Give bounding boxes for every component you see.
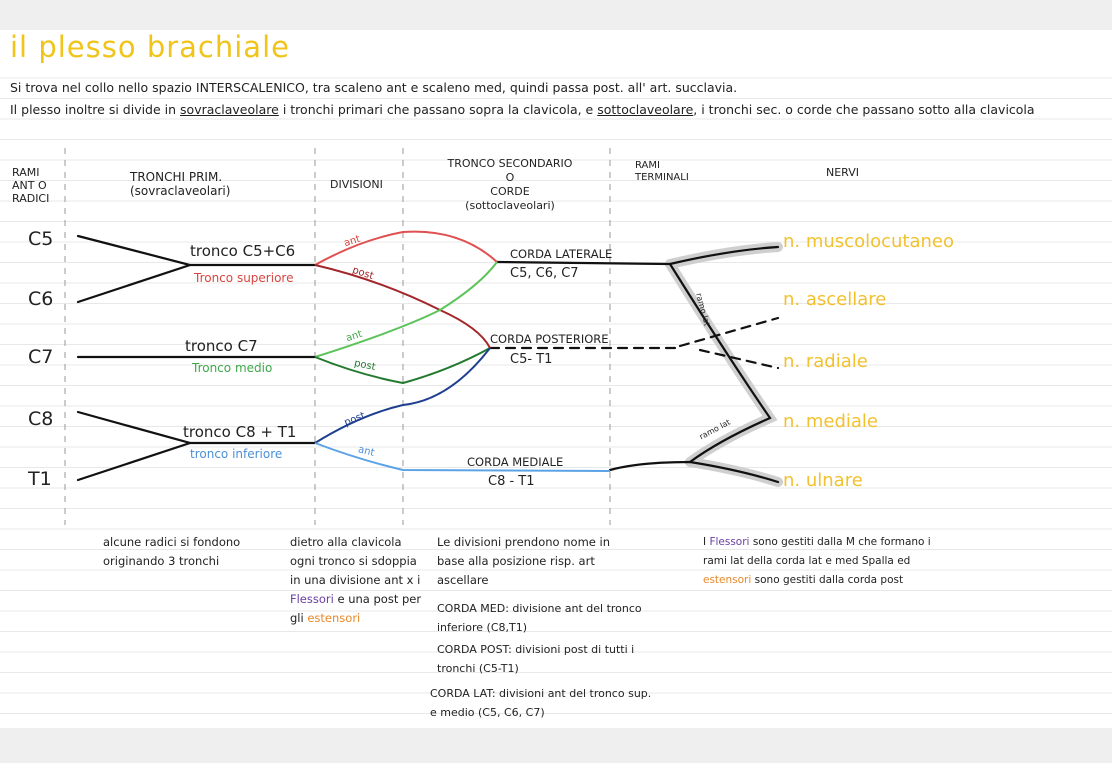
text: Il plesso inoltre si divide in (10, 102, 177, 117)
root-label: C8 (28, 408, 54, 430)
header-line: RADICI (12, 192, 50, 205)
terminal-branch (668, 262, 772, 464)
text: , i tronchi sec. o corde che passano sot… (693, 102, 1035, 117)
column-separators (64, 148, 611, 525)
cord-line (495, 260, 672, 266)
nerve-label: n. ascellare (783, 289, 887, 310)
nerve-line (668, 245, 780, 266)
text: e una post per gli (290, 592, 422, 625)
header: NERVI (826, 166, 859, 179)
note: CORDA POST: divisioni post di tutti i tr… (437, 643, 635, 675)
note: I Flessori sono gestiti dalla M che form… (703, 533, 943, 590)
trunk-name: tronco C8 + T1 (183, 423, 297, 441)
note: dietro alla clavicola ogni tronco si sdo… (290, 533, 430, 628)
header-line: CORDE (490, 185, 530, 198)
cord-name: CORDA MEDIALE (467, 455, 564, 469)
root-label: T1 (28, 468, 52, 490)
division-line (314, 261, 498, 358)
title: il plesso brachiale (10, 30, 290, 64)
division-line (314, 442, 611, 472)
header-line: (sottoclaveolari) (465, 199, 555, 212)
note: Le divisioni prendono nome in base alla … (437, 535, 610, 587)
cord-roots: C5, C6, C7 (510, 266, 579, 281)
nerve-line (698, 348, 780, 370)
header-line: ANT O (12, 179, 47, 192)
header: TRONCHI PRIM. (sovraclaveolari) (130, 170, 230, 198)
header-line: RAMI (635, 160, 660, 171)
intro-line: Si trova nel collo nello spazio INTERSCA… (10, 80, 738, 95)
nerve-label: n. ulnare (783, 470, 863, 491)
header: RAMI ANT O RADICI (12, 166, 49, 205)
note: CORDA MED: divisione ant del tronco infe… (437, 602, 642, 634)
cord-roots: C5- T1 (510, 352, 553, 367)
paper (0, 30, 1112, 728)
text: dietro alla clavicola ogni tronco si sdo… (290, 535, 421, 587)
division-line (314, 347, 491, 385)
division-line (314, 230, 498, 266)
root-label: C6 (28, 288, 54, 310)
highlight-term: estensori (307, 611, 361, 625)
nerve-label: n. muscolocutaneo (783, 231, 954, 252)
division-lines (314, 230, 611, 472)
intro-line: Il plesso inoltre si divide in sovraclav… (10, 100, 1040, 120)
text: i tronchi primari che passano sopra la c… (282, 102, 594, 117)
text: sono gestiti dalla corda post (754, 574, 904, 586)
division-line (314, 347, 491, 444)
cord-line (608, 460, 780, 484)
root-label: C7 (28, 346, 54, 368)
root-line (76, 410, 194, 482)
cord-name: CORDA LATERALE (510, 247, 613, 261)
division-line (314, 264, 491, 349)
trunk-name: tronco C7 (185, 337, 258, 355)
header: RAMI TERMINALI (635, 160, 689, 184)
cord-name: CORDA POSTERIORE (490, 332, 609, 346)
header: DIVISIONI (330, 178, 383, 191)
header-line: TRONCHI PRIM. (130, 170, 223, 184)
header-line: (sovraclaveolari) (130, 184, 231, 198)
nerve-label: n. mediale (783, 411, 878, 432)
header-line: O (505, 171, 515, 184)
nerve-line (678, 316, 780, 348)
note: alcune radici si fondono originando 3 tr… (103, 535, 241, 568)
trunk-name: tronco C5+C6 (190, 242, 296, 260)
underlined-term: sovraclaveolare (180, 102, 279, 117)
header-line: RAMI (12, 166, 40, 179)
trunk-subtitle: Tronco superiore (194, 271, 294, 285)
text: sono gestiti dalla M che formano i rami … (703, 536, 931, 567)
note: CORDA LAT: divisioni ant del tronco sup.… (430, 687, 652, 719)
cord-roots: C8 - T1 (488, 474, 535, 489)
root-label: C5 (28, 228, 54, 250)
trunk-subtitle: Tronco medio (192, 361, 273, 375)
highlight-term: Flessori (290, 592, 334, 606)
trunk-lines (76, 234, 780, 484)
root-line (76, 234, 194, 304)
highlight-term: Flessori (709, 536, 750, 548)
highlight-term: estensori (703, 574, 752, 586)
text: I (703, 536, 707, 548)
nerve-label: n. radiale (783, 351, 868, 372)
header: TRONCO SECONDARIO O CORDE (sottoclaveola… (440, 157, 580, 213)
trunk-subtitle: tronco inferiore (190, 447, 283, 461)
header-line: TERMINALI (635, 172, 689, 183)
header-line: TRONCO SECONDARIO (447, 157, 573, 170)
underlined-term: sottoclaveolare (597, 102, 694, 117)
